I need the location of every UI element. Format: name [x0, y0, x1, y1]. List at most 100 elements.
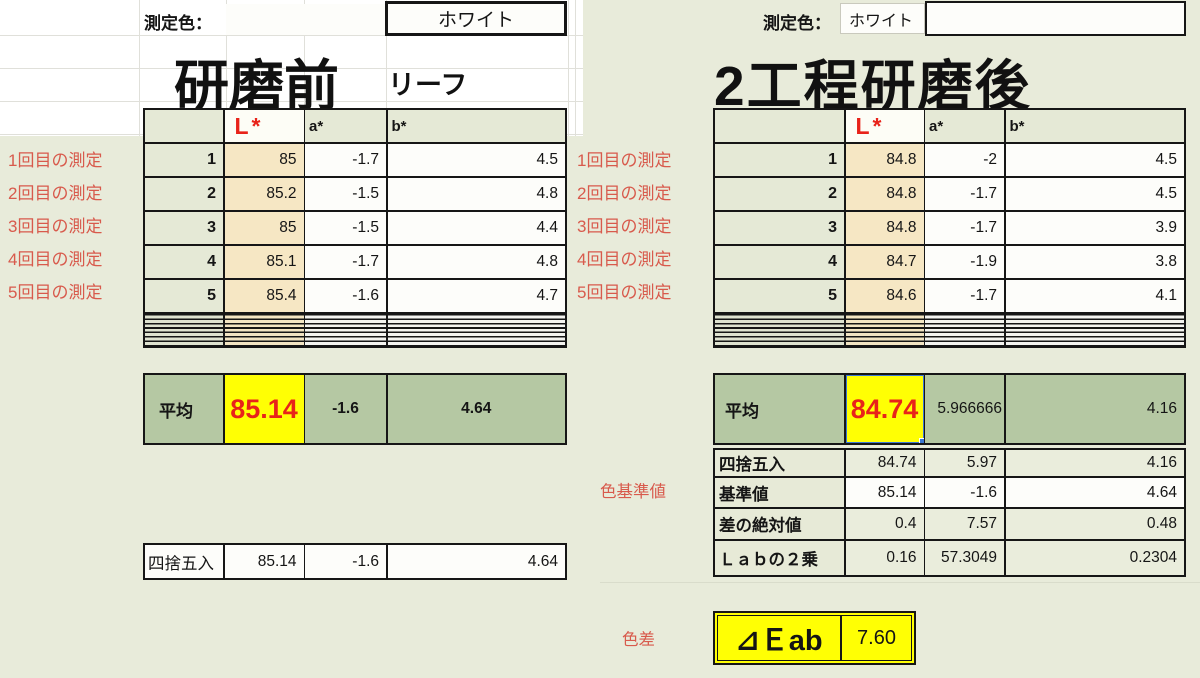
header-b[interactable]: b* [1005, 110, 1184, 142]
l-value-cell[interactable]: 84.8 [845, 178, 924, 210]
header-l[interactable]: L* [224, 110, 304, 142]
a-value-cell[interactable]: -1.7 [925, 280, 1004, 312]
stat-label[interactable]: 基準値 [715, 478, 844, 507]
stat-b-cell[interactable]: 0.48 [1005, 509, 1184, 539]
row-number-cell[interactable]: 2 [145, 178, 223, 210]
selected-cell[interactable]: 84.74 [845, 375, 924, 443]
stat-b-cell[interactable]: 4.16 [1005, 450, 1184, 476]
header-empty[interactable] [715, 110, 844, 142]
stat-a-cell[interactable]: -1.6 [925, 478, 1004, 507]
row-number-cell[interactable]: 1 [145, 144, 223, 176]
a-value-cell[interactable]: -1.9 [925, 246, 1004, 278]
average-l-cell[interactable]: 85.14 [224, 375, 304, 443]
measurement-label: 4回目の測定 [8, 250, 103, 269]
average-label[interactable]: 平均 [145, 375, 223, 443]
b-value-cell[interactable]: 4.4 [387, 212, 565, 244]
l-value-cell[interactable]: 85.2 [224, 178, 304, 210]
a-value-cell[interactable]: -1.7 [925, 212, 1004, 244]
left-subtitle: リーフ [388, 70, 468, 100]
a-value-cell[interactable]: -2 [925, 144, 1004, 176]
fill-handle-icon[interactable] [918, 438, 924, 443]
stat-label[interactable]: 差の絶対値 [715, 509, 844, 539]
a-value-cell[interactable]: -1.5 [305, 212, 386, 244]
header-a[interactable]: a* [925, 110, 1004, 142]
average-a-cell[interactable]: 5.966666 [925, 375, 1004, 443]
average-b-cell[interactable]: 4.16 [1005, 375, 1184, 443]
gridline [0, 35, 583, 36]
l-value-cell[interactable]: 85.4 [224, 280, 304, 312]
color-reference-label: 色基準値 [600, 483, 666, 501]
average-label[interactable]: 平均 [715, 375, 844, 443]
row-number-cell[interactable]: 4 [715, 246, 844, 278]
right-title: 2工程研磨後 [714, 55, 1032, 117]
b-value-cell[interactable]: 4.5 [1005, 178, 1184, 210]
row-number-cell[interactable]: 4 [145, 246, 223, 278]
left-title: 研磨前 [174, 55, 340, 117]
l-value-cell[interactable]: 84.8 [845, 144, 924, 176]
l-value-cell[interactable]: 84.7 [845, 246, 924, 278]
b-value-cell[interactable]: 4.8 [387, 178, 565, 210]
stat-l-cell[interactable]: 0.4 [845, 509, 924, 539]
average-a-cell[interactable]: -1.6 [305, 375, 386, 443]
measure-color-value-box-left[interactable]: ホワイト [385, 1, 567, 36]
header-b[interactable]: b* [387, 110, 565, 142]
row-number-cell[interactable]: 3 [715, 212, 844, 244]
rounded-label[interactable]: 四捨五入 [145, 545, 223, 578]
header-a[interactable]: a* [305, 110, 386, 142]
b-value-cell[interactable]: 3.8 [1005, 246, 1184, 278]
b-value-cell[interactable]: 4.5 [387, 144, 565, 176]
header-l[interactable]: L* [845, 110, 924, 142]
measure-color-value-cell-right[interactable]: ホワイト [840, 3, 925, 34]
delta-e-value[interactable]: 7.60 [857, 626, 896, 649]
a-value-cell[interactable]: -1.7 [305, 246, 386, 278]
measure-color-input-right[interactable] [925, 1, 1186, 36]
stat-b-cell[interactable]: 0.2304 [1005, 541, 1184, 575]
stat-a-cell[interactable]: 7.57 [925, 509, 1004, 539]
measure-color-label-right: 測定色： [763, 14, 831, 33]
stat-label[interactable]: Ｌａｂの２乗 [715, 541, 844, 575]
l-value-cell[interactable]: 85 [224, 212, 304, 244]
header-empty[interactable] [145, 110, 223, 142]
b-value-cell[interactable]: 4.5 [1005, 144, 1184, 176]
rounded-b-cell[interactable]: 4.64 [387, 545, 565, 578]
b-value-cell[interactable]: 3.9 [1005, 212, 1184, 244]
a-value-cell[interactable]: -1.7 [925, 178, 1004, 210]
left-measurement-table: L* a* b* 1 85 -1.7 4.5 2 85.2 -1.5 4.8 3… [143, 108, 567, 348]
stat-l-cell[interactable]: 0.16 [845, 541, 924, 575]
a-value-cell[interactable]: -1.7 [305, 144, 386, 176]
l-value-cell[interactable]: 85.1 [224, 246, 304, 278]
stat-l-cell[interactable]: 84.74 [845, 450, 924, 476]
delta-e-name[interactable]: ⊿Ｅab [718, 616, 842, 660]
collapsed-rows [145, 314, 223, 346]
stat-a-cell[interactable]: 57.3049 [925, 541, 1004, 575]
delta-e-box: ⊿Ｅab 7.60 [713, 611, 916, 665]
collapsed-rows [224, 314, 304, 346]
measurement-label: 1回目の測定 [577, 151, 672, 170]
b-value-cell[interactable]: 4.1 [1005, 280, 1184, 312]
color-difference-label: 色差 [622, 631, 655, 649]
stat-label[interactable]: 四捨五入 [715, 450, 844, 476]
average-l-value: 84.74 [850, 393, 919, 424]
average-b-cell[interactable]: 4.64 [387, 375, 565, 443]
b-value-cell[interactable]: 4.8 [387, 246, 565, 278]
right-stats-table: 四捨五入 84.74 5.97 4.16 基準値 85.14 -1.6 4.64… [713, 448, 1186, 577]
b-value-cell[interactable]: 4.7 [387, 280, 565, 312]
rounded-l-cell[interactable]: 85.14 [224, 545, 304, 578]
row-number-cell[interactable]: 3 [145, 212, 223, 244]
row-number-cell[interactable]: 2 [715, 178, 844, 210]
measurement-label: 2回目の測定 [577, 184, 672, 203]
stat-b-cell[interactable]: 4.64 [1005, 478, 1184, 507]
row-number-cell[interactable]: 5 [145, 280, 223, 312]
rounded-a-cell[interactable]: -1.6 [305, 545, 386, 578]
a-value-cell[interactable]: -1.5 [305, 178, 386, 210]
stat-a-cell[interactable]: 5.97 [925, 450, 1004, 476]
row-number-cell[interactable]: 5 [715, 280, 844, 312]
stat-l-cell[interactable]: 85.14 [845, 478, 924, 507]
l-value-cell[interactable]: 85 [224, 144, 304, 176]
a-value-cell[interactable]: -1.6 [305, 280, 386, 312]
l-value-cell[interactable]: 84.8 [845, 212, 924, 244]
l-value-cell[interactable]: 84.6 [845, 280, 924, 312]
row-number-cell[interactable]: 1 [715, 144, 844, 176]
measure-color-input-left[interactable] [226, 4, 390, 35]
